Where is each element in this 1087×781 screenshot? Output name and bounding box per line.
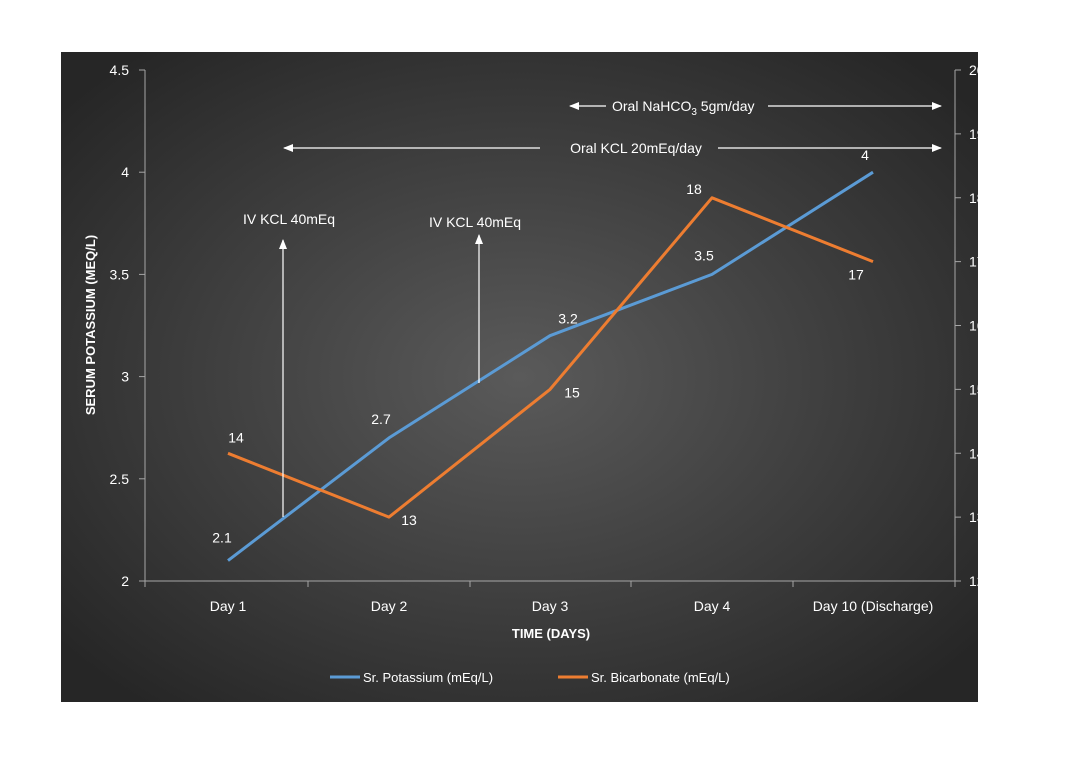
y-axis-title-right: SERUM BICARBONATE (MEQ/L) (999, 225, 1014, 424)
y-tick-label-right: 16 (969, 318, 985, 334)
legend: Sr. Potassium (mEq/L) Sr. Bicarbonate (m… (330, 670, 730, 685)
data-label-bicarbonate: 18 (686, 181, 702, 197)
data-label-potassium: 2.1 (212, 530, 232, 546)
series-line-potassium (227, 170, 874, 562)
data-label-potassium: 4 (861, 147, 869, 163)
x-tick-label: Day 1 (210, 598, 247, 614)
y-tick-label-right: 13 (969, 509, 985, 525)
series-line-bicarbonate (227, 196, 874, 519)
y-tick-label-right: 14 (969, 445, 985, 461)
legend-label-bicarbonate: Sr. Bicarbonate (mEq/L) (591, 670, 730, 685)
oral-nahco3-label: Oral NaHCO3 5gm/day (612, 98, 755, 118)
y-tick-label-left: 2.5 (110, 471, 130, 487)
y-tick-label-left: 4.5 (110, 62, 130, 78)
data-label-bicarbonate: 13 (401, 512, 417, 528)
iv-label-1: IV KCL 40mEq (243, 211, 335, 227)
x-tick-label: Day 4 (694, 598, 731, 614)
oral-kcl-label: Oral KCL 20mEq/day (570, 140, 702, 156)
data-label-bicarbonate: 17 (848, 267, 864, 283)
iv-label-2: IV KCL 40mEq (429, 214, 521, 230)
x-tick-label: Day 2 (371, 598, 408, 614)
x-axis-title: TIME (DAYS) (512, 626, 590, 641)
y-tick-label-right: 19 (969, 126, 985, 142)
annotations: IV KCL 40mEq IV KCL 40mEq Oral KCL 20mEq/d… (243, 98, 942, 517)
data-label-potassium: 3.2 (558, 311, 578, 327)
y-tick-label-right: 15 (969, 381, 985, 397)
y-tick-label-left: 3.5 (110, 266, 130, 282)
legend-label-potassium: Sr. Potassium (mEq/L) (363, 670, 493, 685)
data-labels: 2.1 2.7 3.2 3.5 4 14 13 15 18 17 (212, 147, 869, 545)
chart-background (61, 52, 978, 702)
x-tick-label: Day 10 (Discharge) (813, 598, 934, 614)
y-tick-label-right: 12 (969, 573, 985, 589)
y-tick-label-right: 18 (969, 190, 985, 206)
y-tick-label-left: 3 (121, 369, 129, 385)
y-axis-title-left: SERUM POTASSIUM (MEQ/L) (83, 235, 98, 415)
tick-labels: 2 2.5 3 3.5 4 4.5 12 13 14 15 16 17 18 19 20 Day 1 Day 2… (110, 62, 985, 614)
series-lines (227, 170, 874, 562)
data-label-potassium: 3.5 (694, 247, 714, 263)
y-tick-label-left: 2 (121, 573, 129, 589)
y-tick-label-right: 17 (969, 254, 985, 270)
data-label-bicarbonate: 14 (228, 429, 244, 445)
x-tick-label: Day 3 (532, 598, 569, 614)
data-label-bicarbonate: 15 (564, 384, 580, 400)
axes (139, 69, 961, 587)
y-tick-label-right: 20 (969, 62, 985, 78)
y-tick-label-left: 4 (121, 164, 129, 180)
data-label-potassium: 2.7 (371, 411, 391, 427)
